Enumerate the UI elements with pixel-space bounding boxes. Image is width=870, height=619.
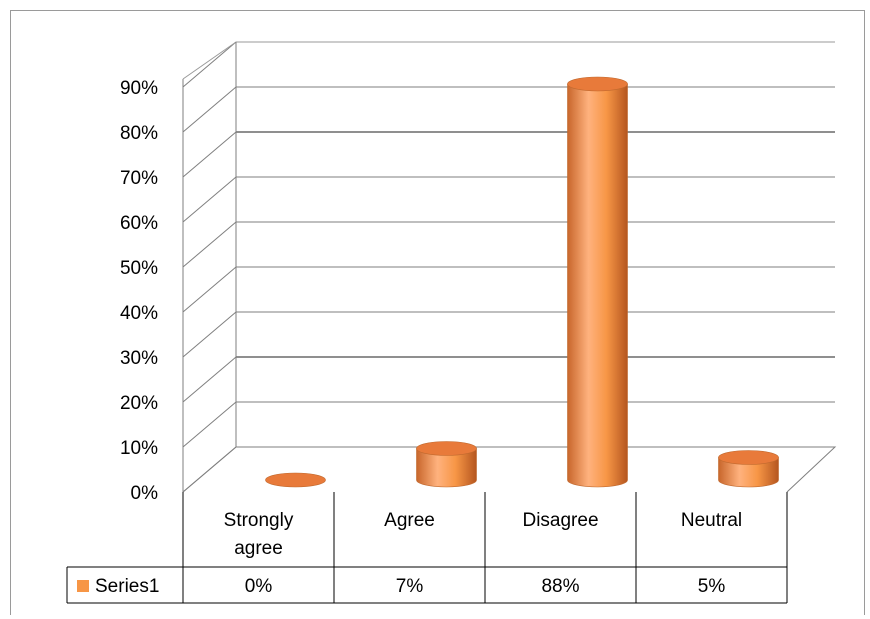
bar-top: [265, 472, 326, 488]
value-label: 0%: [245, 576, 273, 597]
data-table: Strongly agree Agree Disagree Neutral Series1…: [66, 492, 788, 604]
y-axis: 0% 10% 20% 30% 40% 50% 60% 70% 80% 90%: [120, 42, 237, 504]
y-tick-label: 90%: [120, 78, 158, 99]
bar-body: [718, 457, 779, 488]
y-tick-label: 70%: [120, 168, 158, 189]
y-tick-label: 30%: [120, 348, 158, 369]
bar-body: [416, 448, 477, 488]
y-tick-label: 20%: [120, 393, 158, 414]
category-label: Disagree: [522, 510, 598, 531]
side-gridline: [182, 311, 237, 358]
value-label: 7%: [396, 576, 424, 597]
legend-key: [77, 580, 89, 592]
y-tick-label: 60%: [120, 213, 158, 234]
value-label: 88%: [541, 576, 579, 597]
series-name: Series1: [95, 576, 159, 597]
side-gridline: [182, 221, 237, 268]
bars: [265, 76, 779, 488]
bar-top: [567, 76, 628, 92]
category-label: Strongly: [224, 510, 294, 531]
side-gridline: [182, 356, 237, 403]
side-gridline: [182, 401, 237, 448]
side-gridline: [182, 41, 237, 88]
y-tick-label: 0%: [131, 483, 159, 504]
bar: [416, 441, 477, 488]
y-tick-label: 40%: [120, 303, 158, 324]
chart-frame: [10, 10, 865, 615]
bar-body: [567, 83, 628, 488]
bar: [718, 450, 779, 488]
side-wall-top: [182, 41, 237, 80]
gridlines: [182, 41, 837, 493]
floor: [182, 446, 837, 493]
y-tick-label: 80%: [120, 123, 158, 144]
category-label: agree: [234, 538, 283, 559]
y-tick-label: 50%: [120, 258, 158, 279]
side-gridline: [182, 266, 237, 313]
bar-top: [718, 450, 779, 465]
side-gridline: [182, 86, 237, 133]
category-label: Neutral: [681, 510, 742, 531]
side-gridline: [182, 176, 237, 223]
y-tick-label: 10%: [120, 438, 158, 459]
side-gridline: [182, 131, 237, 178]
bar: [265, 472, 326, 488]
bar-top: [416, 441, 477, 456]
value-label: 5%: [698, 576, 726, 597]
bar: [567, 76, 628, 488]
category-label: Agree: [384, 510, 435, 531]
